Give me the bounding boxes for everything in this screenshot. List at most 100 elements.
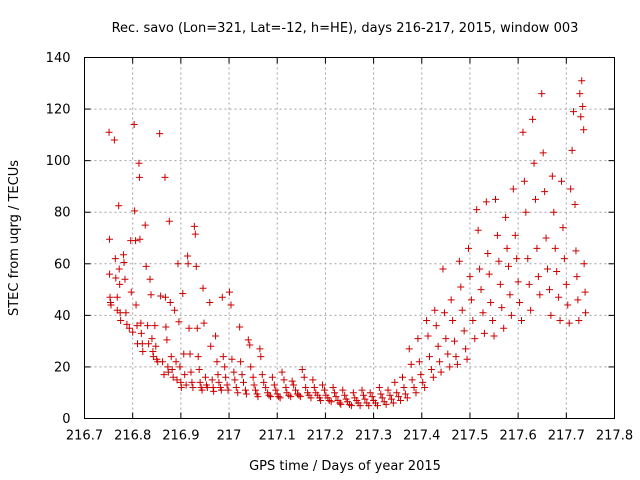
data-point-plus [467,296,475,304]
data-point-plus [210,387,218,395]
data-point-plus [262,384,270,392]
data-point-plus [199,284,207,292]
data-point-plus [161,173,169,181]
data-point-plus [319,381,327,389]
data-point-plus [221,363,229,371]
data-point-plus [159,358,167,366]
data-point-plus [520,177,528,185]
data-point-plus [287,393,295,401]
data-point-plus [215,378,223,386]
data-point-plus [393,389,401,397]
data-point-plus [479,309,487,317]
data-point-plus [337,400,345,408]
data-point-plus [534,273,542,281]
data-point-plus [458,306,466,314]
data-point-plus [162,323,170,331]
data-point-plus [165,217,173,225]
data-point-plus [405,345,413,353]
data-point-plus [440,309,448,317]
data-point-plus [412,389,420,397]
data-point-plus [222,373,230,381]
data-point-plus [331,389,339,397]
data-point-plus [511,231,519,239]
data-point-plus [542,234,550,242]
y-tick-label: 100 [46,154,71,169]
data-point-plus [190,222,198,230]
x-tick-label: 216.8 [114,429,151,444]
data-point-plus [339,386,347,394]
data-point-plus [132,301,140,309]
data-point-plus [425,353,433,361]
data-point-plus [519,128,527,136]
data-point-plus [580,126,588,134]
data-point-plus [490,332,498,340]
data-point-plus [391,378,399,386]
data-point-plus [142,262,150,270]
data-point-plus [107,301,115,309]
data-point-plus [136,235,144,243]
data-point-plus [266,393,274,401]
data-point-plus [184,260,192,268]
data-point-plus [110,136,118,144]
data-point-plus [368,393,376,401]
data-points [105,77,590,410]
data-point-plus [175,318,183,326]
data-point-plus [550,208,558,216]
x-tick-label: 217.2 [307,429,344,444]
data-point-plus [356,402,364,410]
x-tick-label: 217.1 [259,429,296,444]
data-point-plus [487,298,495,306]
data-point-plus [212,332,220,340]
data-point-plus [500,324,508,332]
data-point-plus [533,244,541,252]
data-point-plus [414,335,422,343]
data-point-plus [547,311,555,319]
data-point-plus [237,358,245,366]
data-point-plus [389,399,397,407]
data-point-plus [117,317,125,325]
data-point-plus [415,358,423,366]
data-point-plus [105,128,113,136]
data-point-plus [556,317,564,325]
data-point-plus [516,298,524,306]
data-point-plus [146,275,154,283]
data-point-plus [249,373,257,381]
data-point-plus [538,90,546,98]
data-point-plus [347,402,355,410]
data-point-plus [359,391,367,399]
data-point-plus [244,336,252,344]
data-point-plus [401,390,409,398]
data-point-plus [160,371,168,379]
data-point-plus [198,386,206,394]
data-point-plus [503,244,511,252]
data-point-plus [278,368,286,376]
data-point-plus [137,319,145,327]
y-tick-label: 120 [46,103,71,118]
data-point-plus [138,340,146,348]
data-point-plus [182,381,190,389]
data-point-plus [137,329,145,337]
data-point-plus [173,376,181,384]
data-point-plus [531,195,539,203]
data-point-plus [469,317,477,325]
data-point-plus [130,121,138,129]
x-tick-label: 216.7 [66,429,103,444]
data-point-plus [127,288,135,296]
data-point-plus [455,257,463,265]
data-point-plus [307,394,315,402]
data-point-plus [246,341,254,349]
y-axis-label: STEC from uqrg / TECUs [7,160,22,316]
data-point-plus [477,286,485,294]
data-point-plus [207,342,215,350]
data-point-plus [192,262,200,270]
data-point-plus [129,328,137,336]
data-point-plus [145,340,153,348]
data-point-plus [327,398,335,406]
data-point-plus [419,378,427,386]
plot-frame [84,57,615,419]
data-point-plus [397,396,405,404]
x-axis-label: GPS time / Days of year 2015 [249,459,441,474]
data-point-plus [228,355,236,363]
data-point-plus [366,389,374,397]
data-point-plus [400,384,408,392]
